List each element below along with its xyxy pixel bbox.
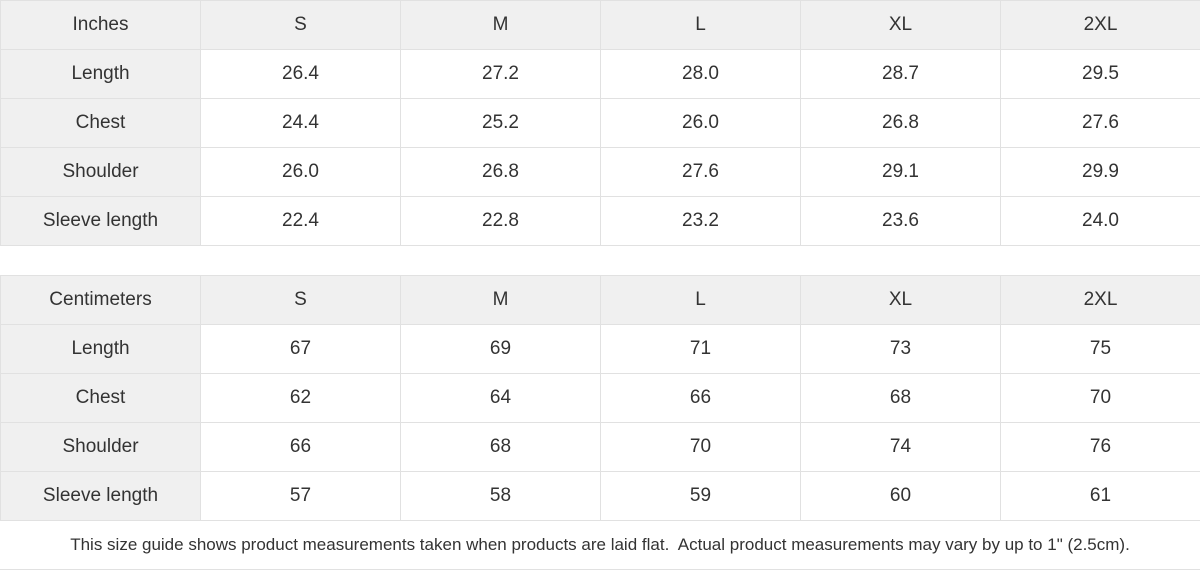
measurement-cell: 58 bbox=[400, 471, 601, 521]
table-row: Chest 24.4 25.2 26.0 26.8 27.6 bbox=[0, 98, 1200, 148]
measurement-cell: 69 bbox=[400, 324, 601, 374]
measurement-cell: 66 bbox=[200, 422, 401, 472]
measurement-cell: 71 bbox=[600, 324, 801, 374]
row-label-cell: Chest bbox=[0, 98, 201, 148]
table-row: Length 67 69 71 73 75 bbox=[0, 324, 1200, 374]
table-row: Sleeve length 22.4 22.8 23.2 23.6 24.0 bbox=[0, 196, 1200, 246]
measurement-cell: 26.0 bbox=[200, 147, 401, 197]
measurement-cell: 75 bbox=[1000, 324, 1200, 374]
measurement-cell: 66 bbox=[600, 373, 801, 423]
row-label-cell: Sleeve length bbox=[0, 471, 201, 521]
measurement-cell: 70 bbox=[1000, 373, 1200, 423]
measurement-cell: 26.4 bbox=[200, 49, 401, 99]
row-label-cell: Length bbox=[0, 324, 201, 374]
measurement-cell: 26.8 bbox=[800, 98, 1001, 148]
size-header-cell: S bbox=[200, 0, 401, 50]
table-row: Sleeve length 57 58 59 60 61 bbox=[0, 471, 1200, 521]
table-row: Shoulder 66 68 70 74 76 bbox=[0, 422, 1200, 472]
size-header-cell: XL bbox=[800, 275, 1001, 325]
table-row: Length 26.4 27.2 28.0 28.7 29.5 bbox=[0, 49, 1200, 99]
table-row: Chest 62 64 66 68 70 bbox=[0, 373, 1200, 423]
size-header-cell: M bbox=[400, 275, 601, 325]
footer-note: This size guide shows product measuremen… bbox=[0, 521, 1200, 570]
row-label-cell: Chest bbox=[0, 373, 201, 423]
unit-header-cell: Centimeters bbox=[0, 275, 201, 325]
measurement-cell: 27.6 bbox=[1000, 98, 1200, 148]
measurement-cell: 61 bbox=[1000, 471, 1200, 521]
measurement-cell: 26.0 bbox=[600, 98, 801, 148]
row-label-cell: Shoulder bbox=[0, 147, 201, 197]
measurement-cell: 60 bbox=[800, 471, 1001, 521]
inches-header-row: Inches S M L XL 2XL bbox=[0, 0, 1200, 50]
measurement-cell: 70 bbox=[600, 422, 801, 472]
measurement-cell: 28.0 bbox=[600, 49, 801, 99]
inches-size-table: Inches S M L XL 2XL Length 26.4 27.2 28.… bbox=[0, 0, 1200, 246]
size-header-cell: XL bbox=[800, 0, 1001, 50]
size-header-cell: 2XL bbox=[1000, 275, 1200, 325]
size-header-cell: L bbox=[600, 0, 801, 50]
row-label-cell: Sleeve length bbox=[0, 196, 201, 246]
size-header-cell: L bbox=[600, 275, 801, 325]
measurement-cell: 67 bbox=[200, 324, 401, 374]
measurement-cell: 59 bbox=[600, 471, 801, 521]
footer-note-text: This size guide shows product measuremen… bbox=[70, 535, 1130, 554]
size-header-cell: 2XL bbox=[1000, 0, 1200, 50]
row-label-cell: Shoulder bbox=[0, 422, 201, 472]
measurement-cell: 29.1 bbox=[800, 147, 1001, 197]
table-row: Shoulder 26.0 26.8 27.6 29.1 29.9 bbox=[0, 147, 1200, 197]
measurement-cell: 76 bbox=[1000, 422, 1200, 472]
table-gap-spacer bbox=[0, 246, 1200, 275]
row-label-cell: Length bbox=[0, 49, 201, 99]
measurement-cell: 23.2 bbox=[600, 196, 801, 246]
measurement-cell: 24.4 bbox=[200, 98, 401, 148]
measurement-cell: 28.7 bbox=[800, 49, 1001, 99]
centimeters-size-table: Centimeters S M L XL 2XL Length 67 69 71… bbox=[0, 275, 1200, 521]
measurement-cell: 22.4 bbox=[200, 196, 401, 246]
measurement-cell: 25.2 bbox=[400, 98, 601, 148]
measurement-cell: 62 bbox=[200, 373, 401, 423]
measurement-cell: 64 bbox=[400, 373, 601, 423]
measurement-cell: 27.6 bbox=[600, 147, 801, 197]
measurement-cell: 22.8 bbox=[400, 196, 601, 246]
measurement-cell: 29.5 bbox=[1000, 49, 1200, 99]
measurement-cell: 68 bbox=[400, 422, 601, 472]
size-header-cell: M bbox=[400, 0, 601, 50]
measurement-cell: 68 bbox=[800, 373, 1001, 423]
measurement-cell: 29.9 bbox=[1000, 147, 1200, 197]
measurement-cell: 23.6 bbox=[800, 196, 1001, 246]
measurement-cell: 57 bbox=[200, 471, 401, 521]
measurement-cell: 27.2 bbox=[400, 49, 601, 99]
size-header-cell: S bbox=[200, 275, 401, 325]
measurement-cell: 24.0 bbox=[1000, 196, 1200, 246]
unit-header-cell: Inches bbox=[0, 0, 201, 50]
measurement-cell: 74 bbox=[800, 422, 1001, 472]
measurement-cell: 73 bbox=[800, 324, 1001, 374]
measurement-cell: 26.8 bbox=[400, 147, 601, 197]
centimeters-header-row: Centimeters S M L XL 2XL bbox=[0, 275, 1200, 325]
